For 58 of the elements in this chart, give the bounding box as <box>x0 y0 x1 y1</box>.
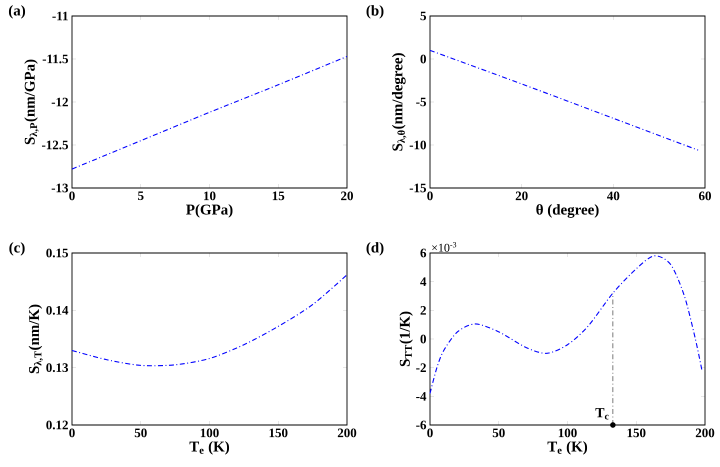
y-tick-label: -11 <box>52 12 68 20</box>
y-tick-label: -15 <box>410 184 426 192</box>
x-tick-label: 150 <box>270 428 288 438</box>
y-tick-label: -13 <box>52 184 68 192</box>
chart-title: (a) <box>8 5 26 19</box>
y-axis-title: S$_{λ,T}$(nm/K) <box>28 304 43 374</box>
y-tick-label: 0.14 <box>46 306 68 315</box>
y-tick-label: 0 <box>420 334 426 344</box>
y-tick-label: -12 <box>52 98 68 106</box>
x-tick-label: 150 <box>628 428 646 438</box>
y-tick-label: 4 <box>420 277 426 286</box>
x-tick-label: 5 <box>138 192 144 200</box>
x-tick-label: 100 <box>200 428 219 438</box>
x-tick-label: 200 <box>696 428 714 438</box>
x-tick-label: 15 <box>272 192 284 200</box>
x-axis-title: P(GPa) <box>186 204 232 218</box>
chart-title: (d) <box>366 242 384 256</box>
ref-line-label: T$_{c}$ <box>595 408 609 420</box>
x-tick-label: 0 <box>69 428 75 438</box>
y-tick-label: -6 <box>416 420 426 430</box>
line-series <box>71 56 348 170</box>
chart-title: (c) <box>9 242 25 256</box>
y-tick-label: 6 <box>420 248 426 258</box>
y-tick-label: 0.13 <box>46 363 68 372</box>
y-tick-label: -2 <box>416 363 426 372</box>
x-tick-label: 20 <box>341 192 353 200</box>
line-series <box>71 274 348 366</box>
y-tick-label: 0.15 <box>46 248 68 258</box>
x-tick-label: 0 <box>427 428 433 438</box>
x-tick-label: 200 <box>338 428 356 438</box>
y-tick-label: -4 <box>416 392 426 401</box>
y-axis-title: S$_{λ,P}$(nm/GPa) <box>24 60 39 144</box>
y-tick-label: 5 <box>420 12 426 20</box>
y-tick-label: 2 <box>420 306 426 315</box>
x-tick-label: 0 <box>69 192 75 200</box>
text: ×10$^{-3}$ <box>432 242 456 252</box>
y-tick-label: -12.5 <box>42 140 68 150</box>
chart-title: (b) <box>366 5 384 19</box>
line-series <box>429 50 699 151</box>
y-tick-label: 0.12 <box>46 420 68 430</box>
y-tick-label: -10 <box>410 140 426 150</box>
x-tick-label: 0 <box>427 192 433 200</box>
y-tick-label: -11.5 <box>42 54 68 64</box>
line-series <box>429 255 703 394</box>
x-axis-title: T$_{e}$ (K) <box>190 441 230 455</box>
x-tick-label: 10 <box>204 192 216 200</box>
x-tick-label: 60 <box>698 192 711 200</box>
x-tick-label: 50 <box>492 428 505 438</box>
x-axis-title: T$_{e}$ (K) <box>548 441 588 455</box>
y-tick-label: 0 <box>420 54 426 64</box>
y-tick-label: -5 <box>416 98 426 106</box>
x-tick-label: 100 <box>558 428 577 438</box>
x-axis-title: θ (degree) <box>536 204 599 218</box>
y-axis-title: S$_{TT}$(1/K) <box>399 312 413 366</box>
x-tick-label: 40 <box>607 192 620 200</box>
x-tick-label: 50 <box>134 428 147 438</box>
y-axis-title: S$_{λ,θ}$(nm/degree) <box>392 53 406 151</box>
x-tick-label: 20 <box>516 192 528 200</box>
